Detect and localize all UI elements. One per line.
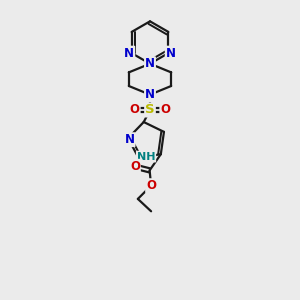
Text: NH: NH: [137, 152, 155, 162]
Text: O: O: [160, 103, 170, 116]
Text: N: N: [166, 46, 176, 60]
Text: S: S: [145, 103, 155, 116]
Text: O: O: [146, 179, 156, 192]
Text: N: N: [124, 133, 135, 146]
Text: N: N: [124, 46, 134, 60]
Text: N: N: [145, 57, 155, 70]
Text: N: N: [145, 88, 155, 101]
Text: O: O: [130, 160, 140, 173]
Text: O: O: [130, 103, 140, 116]
